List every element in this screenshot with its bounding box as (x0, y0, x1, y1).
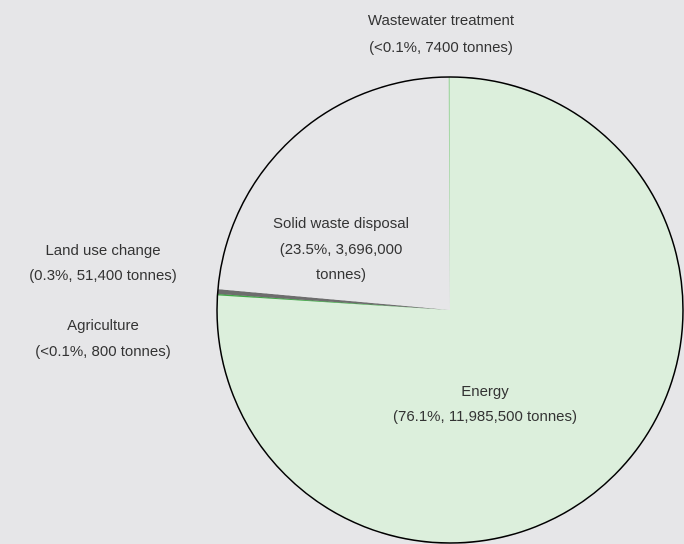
pie-slice-energy (216, 77, 683, 544)
label-solid-waste-line1: Solid waste disposal (273, 215, 409, 232)
label-land-use-line1: Land use change (45, 242, 160, 259)
label-agriculture-line1: Agriculture (67, 317, 139, 334)
label-land-use-line2: (0.3%, 51,400 tonnes) (29, 267, 177, 284)
label-energy-line1: Energy (461, 383, 509, 400)
pie-slice-solid-waste-disposal (217, 77, 450, 310)
pie-outline (216, 76, 684, 544)
pie-slice-agriculture (217, 293, 450, 310)
label-wastewater-line1: Wastewater treatment (368, 12, 515, 29)
label-agriculture-line2: (<0.1%, 800 tonnes) (35, 343, 171, 360)
label-solid-waste-line2: (23.5%, 3,696,000 (280, 241, 403, 258)
pie-slices (216, 76, 683, 544)
pie-slice-wastewater-treatment (448, 76, 450, 310)
label-energy-line2: (76.1%, 11,985,500 tonnes) (393, 408, 577, 425)
label-solid-waste-line3: tonnes) (316, 266, 366, 283)
label-wastewater-line2: (<0.1%, 7400 tonnes) (369, 39, 513, 56)
pie-slice-land-use-change (217, 289, 450, 310)
